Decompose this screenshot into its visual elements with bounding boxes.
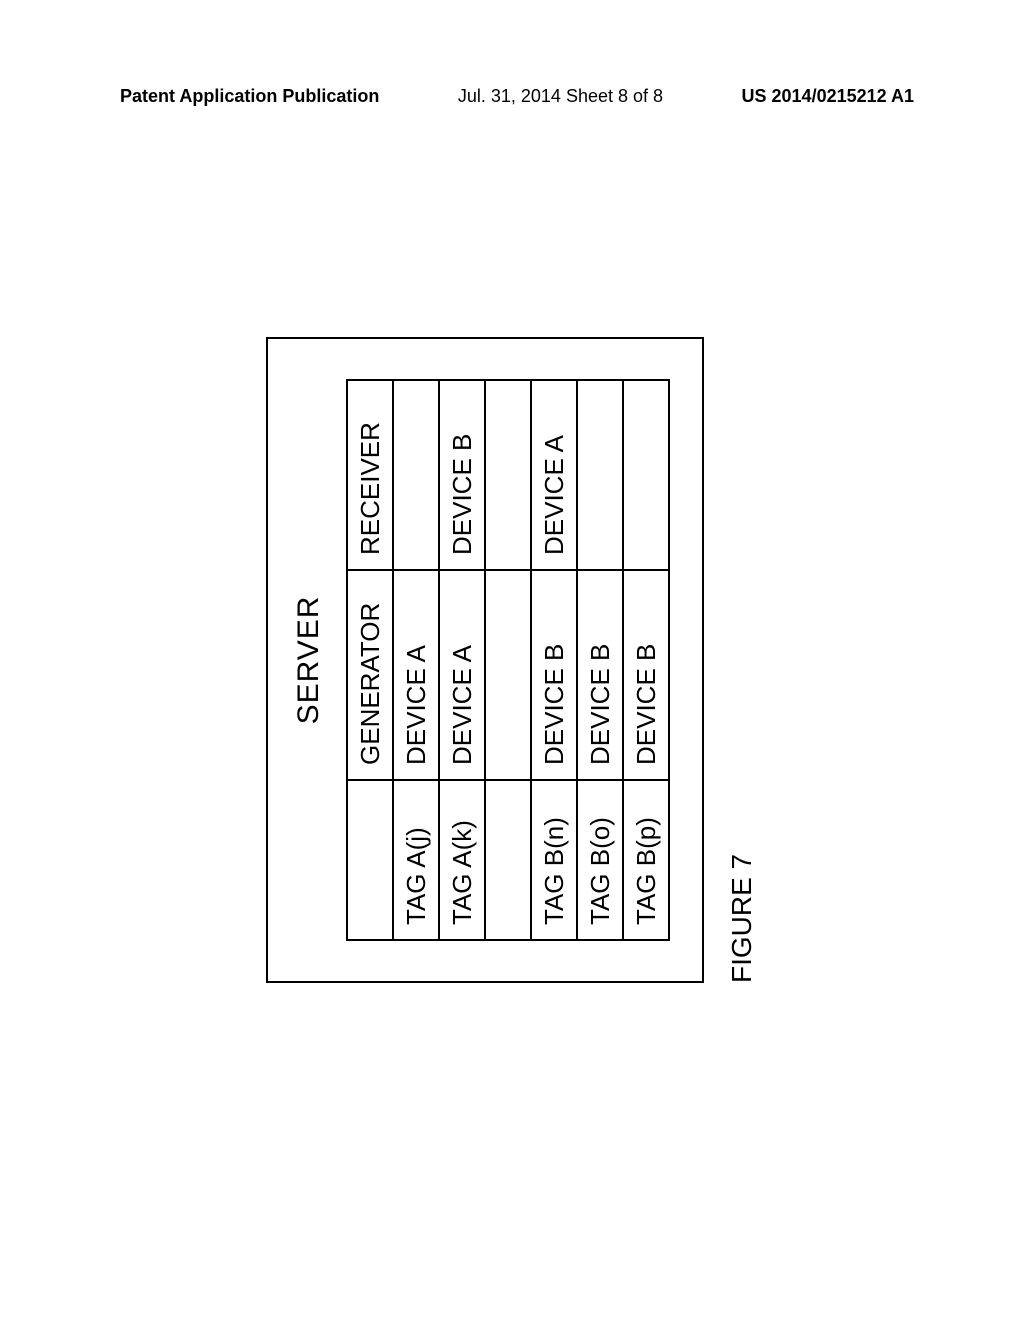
server-table: GENERATOR RECEIVER TAG A(j) DEVICE A TAG… — [346, 379, 670, 941]
cell-receiver — [623, 380, 669, 570]
cell-generator: DEVICE B — [623, 570, 669, 780]
header-right: US 2014/0215212 A1 — [742, 86, 914, 107]
table-header-row: GENERATOR RECEIVER — [347, 380, 393, 940]
cell-tag: TAG B(n) — [531, 780, 577, 940]
cell-receiver: DEVICE B — [439, 380, 485, 570]
cell-tag: TAG A(k) — [439, 780, 485, 940]
header-left: Patent Application Publication — [120, 86, 379, 107]
table-row: TAG B(o) DEVICE B — [577, 380, 623, 940]
server-title: SERVER — [292, 596, 326, 725]
cell-generator: DEVICE B — [531, 570, 577, 780]
cell-generator: DEVICE A — [393, 570, 439, 780]
table-row — [485, 380, 531, 940]
cell-receiver — [485, 380, 531, 570]
cell-tag: TAG A(j) — [393, 780, 439, 940]
table-row: TAG B(n) DEVICE B DEVICE A — [531, 380, 577, 940]
col-header-generator: GENERATOR — [347, 570, 393, 780]
cell-tag: TAG B(o) — [577, 780, 623, 940]
page-header: Patent Application Publication Jul. 31, … — [0, 86, 1024, 107]
cell-receiver — [393, 380, 439, 570]
table-row: TAG B(p) DEVICE B — [623, 380, 669, 940]
cell-receiver: DEVICE A — [531, 380, 577, 570]
header-center: Jul. 31, 2014 Sheet 8 of 8 — [458, 86, 663, 107]
table-row: TAG A(j) DEVICE A — [393, 380, 439, 940]
cell-tag — [485, 780, 531, 940]
cell-receiver — [577, 380, 623, 570]
col-header-tag — [347, 780, 393, 940]
cell-generator: DEVICE B — [577, 570, 623, 780]
server-box: SERVER GENERATOR RECEIVER TAG A(j) DEVIC… — [266, 337, 704, 983]
table-row: TAG A(k) DEVICE A DEVICE B — [439, 380, 485, 940]
figure-rotated-container: SERVER GENERATOR RECEIVER TAG A(j) DEVIC… — [266, 337, 758, 983]
col-header-receiver: RECEIVER — [347, 380, 393, 570]
figure-caption: FIGURE 7 — [726, 337, 758, 983]
cell-generator: DEVICE A — [439, 570, 485, 780]
cell-generator — [485, 570, 531, 780]
cell-tag: TAG B(p) — [623, 780, 669, 940]
